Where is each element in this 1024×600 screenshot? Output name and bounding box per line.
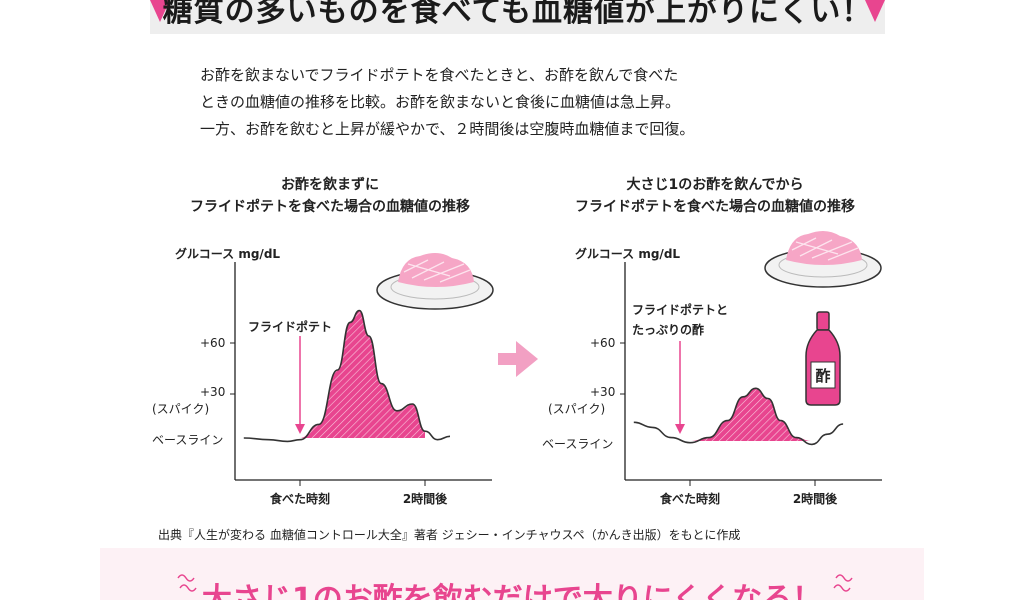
chart-1-ytick-label-30: +30 — [200, 385, 225, 399]
intro-line-2: ときの血糖値の推移を比較。お酢を飲まないと食後に血糖値は急上昇。 — [200, 93, 681, 111]
intro-text: お酢を飲まないでフライドポテトを食べたときと、お酢を飲んで食べた ときの血糖値の… — [200, 62, 840, 143]
bottom-headline: 大さじ1のお酢を飲むだけで太りにくくなる！ — [201, 582, 823, 600]
chart-2-arrow-head — [675, 424, 685, 434]
chart-2-title-line-1: 大さじ1のお酢を飲んでから — [626, 177, 804, 193]
chart-1-title: お酢を飲まずに フライドポテトを食べた場合の血糖値の推移 — [150, 174, 510, 218]
chart-2-spike-area — [690, 388, 815, 441]
chart-1-title-line-1: お酢を飲まずに — [281, 177, 379, 193]
chart-2-ylabel: グルコース mg/dL — [575, 246, 680, 261]
chart-1-ytick-label-60: +60 — [200, 336, 225, 350]
vinegar-bottle-label: 酢 — [815, 367, 830, 385]
source-citation: 出典『人生が変わる 血糖値コントロール大全』著者 ジェシー・インチャウスペ（かん… — [158, 528, 741, 542]
chart-2-annotation-line-2: たっぷりの酢 — [632, 322, 704, 337]
chart-1-title-line-2: フライドポテトを食べた場合の血糖値の推移 — [190, 199, 470, 215]
chart-2-xtick-label-0: 食べた時刻 — [659, 491, 720, 506]
title-decoration — [150, 0, 885, 22]
intro-line-3: 一方、お酢を飲むと上昇が緩やかで、２時間後は空腹時血糖値まで回復。 — [200, 120, 695, 138]
vinegar-bottle-icon: 酢 — [805, 311, 841, 406]
squiggle-decoration — [177, 574, 853, 592]
chart-1-series-line — [243, 309, 451, 443]
chart-2-title-line-2: フライドポテトを食べた場合の血糖値の推移 — [575, 199, 855, 215]
chart-2-ytick-label-30: +30 — [590, 385, 615, 399]
chart-1-ylabel: グルコース mg/dL — [175, 246, 280, 261]
page-title: 糖質の多いものを食べても血糖値が上がりにくい！ — [162, 0, 873, 29]
chart-2-series-line — [633, 387, 844, 446]
chart-1-ytick-label-spike: (スパイク) — [152, 402, 209, 416]
chart-2: グルコース mg/dL +60 +30 (スパイク) ベースライン 食べた時刻 … — [542, 230, 882, 506]
intro-line-1: お酢を飲まないでフライドポテトを食べたときと、お酢を飲んで食べた — [200, 66, 679, 84]
fries-plate-icon-1 — [376, 252, 494, 310]
chart-1-spike-area — [300, 310, 425, 438]
bottom-band: 大さじ1のお酢を飲むだけで太りにくくなる！ — [100, 548, 924, 600]
fries-plate-icon-2 — [764, 230, 882, 288]
chart-2-xtick-label-2h: 2時間後 — [793, 491, 838, 506]
chart-2-annotation-line-1: フライドポテトと — [632, 302, 728, 317]
chart-1-annotation: フライドポテト — [248, 319, 332, 334]
chart-1-xtick-label-2h: 2時間後 — [403, 491, 448, 506]
chart-2-title: 大さじ1のお酢を飲んでから フライドポテトを食べた場合の血糖値の推移 — [535, 174, 895, 218]
chart-1-ytick-label-baseline: ベースライン — [152, 433, 223, 447]
chart-1: グルコース mg/dL +60 +30 (スパイク) ベースライン 食べた時刻 … — [152, 246, 494, 506]
chart-2-ytick-label-baseline: ベースライン — [542, 437, 613, 451]
chart-2-ytick-label-60: +60 — [590, 336, 615, 350]
title-bar: 糖質の多いものを食べても血糖値が上がりにくい！ — [150, 0, 885, 34]
chart-1-arrow-head — [295, 424, 305, 434]
comparison-arrow-icon — [498, 341, 538, 377]
chart-1-xtick-label-0: 食べた時刻 — [269, 491, 330, 506]
chart-2-ytick-label-spike: (スパイク) — [548, 402, 605, 416]
